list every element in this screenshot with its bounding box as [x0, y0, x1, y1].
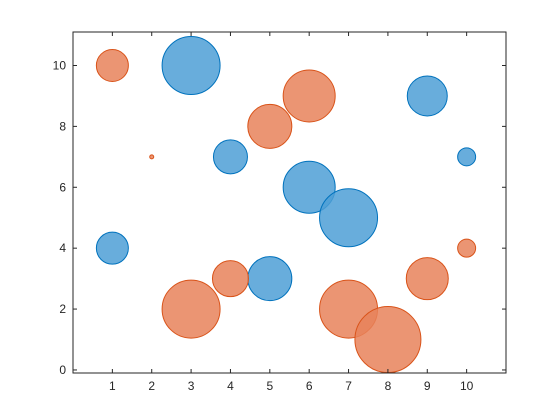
bubble-s2-2 [149, 154, 155, 160]
bubble-s1-4 [247, 256, 293, 302]
bubble-s1-1 [95, 231, 129, 265]
bubble-s2-4 [211, 260, 249, 298]
bubble-s2-10 [457, 238, 477, 258]
bubble-layer [95, 35, 477, 374]
bubble-s2-6 [282, 69, 336, 123]
bubble-s1-3 [212, 139, 248, 175]
bubble-s1-2 [161, 35, 221, 95]
x-tick-label: 8 [385, 379, 392, 393]
x-tick-label: 7 [345, 379, 352, 393]
x-tick-label: 10 [460, 379, 474, 393]
x-tick-label: 6 [306, 379, 313, 393]
x-tick-label: 9 [424, 379, 431, 393]
bubble-s2-9 [405, 257, 449, 301]
plot-box [72, 31, 507, 374]
y-tick-label: 10 [53, 58, 67, 72]
x-tick-label: 2 [148, 379, 155, 393]
bubble-s1-6 [319, 188, 379, 248]
y-tick-label: 6 [59, 180, 66, 194]
y-tick-label: 0 [59, 363, 66, 377]
bubble-s1-7 [406, 75, 448, 117]
bubble-s1-8 [457, 147, 477, 167]
x-tick-label: 1 [109, 379, 116, 393]
x-axis: 1 2 3 4 5 6 7 8 9 10 [109, 32, 474, 393]
x-tick-label: 4 [227, 379, 234, 393]
y-tick-label: 2 [59, 302, 66, 316]
bubble-s1-5 [282, 160, 336, 214]
bubble-s2-3 [161, 279, 221, 339]
bubble-s2-1 [95, 48, 129, 82]
bubble-s2-8 [354, 306, 422, 374]
y-tick-label: 8 [59, 119, 66, 133]
y-tick-label: 4 [59, 241, 66, 255]
y-axis: 0 2 4 6 8 10 [53, 58, 506, 377]
bubble-s2-5 [247, 103, 293, 149]
x-tick-label: 5 [266, 379, 273, 393]
x-tick-label: 3 [188, 379, 195, 393]
